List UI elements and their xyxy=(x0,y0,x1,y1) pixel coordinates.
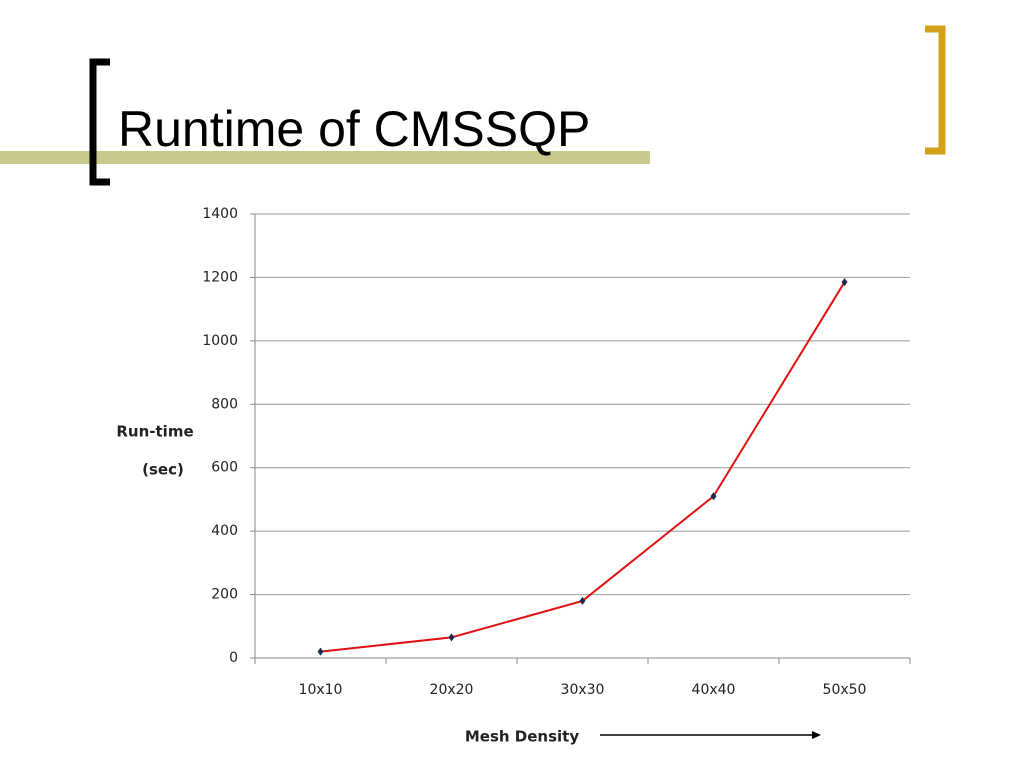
y-axis-label: (sec) xyxy=(142,461,184,479)
y-tick-label: 600 xyxy=(211,460,238,476)
data-point xyxy=(579,596,586,605)
y-tick-label: 0 xyxy=(229,650,238,666)
data-point xyxy=(710,492,717,501)
x-tick-label: 20x20 xyxy=(430,682,474,698)
y-tick-label: 800 xyxy=(211,396,238,412)
y-tick-label: 1000 xyxy=(202,333,238,349)
data-point xyxy=(448,633,455,642)
chart-title: Runtime of CMSSQP xyxy=(118,101,590,157)
y-tick-label: 200 xyxy=(211,587,238,603)
x-tick-label: 40x40 xyxy=(692,682,736,698)
x-tick-label: 30x30 xyxy=(561,682,605,698)
x-tick-label: 50x50 xyxy=(823,682,867,698)
title-bar xyxy=(0,151,650,164)
y-tick-label: 1400 xyxy=(202,206,238,222)
data-point xyxy=(317,647,324,656)
left-bracket xyxy=(89,58,110,186)
y-tick-label: 1200 xyxy=(202,269,238,285)
x-axis-label: Mesh Density xyxy=(465,728,579,746)
y-axis-label: Run-time xyxy=(116,423,193,441)
x-axis-arrowhead xyxy=(812,731,821,739)
x-tick-label: 10x10 xyxy=(299,682,343,698)
y-tick-label: 400 xyxy=(211,523,238,539)
data-point xyxy=(841,278,848,287)
series-line xyxy=(320,281,846,653)
right-bracket xyxy=(925,25,946,155)
